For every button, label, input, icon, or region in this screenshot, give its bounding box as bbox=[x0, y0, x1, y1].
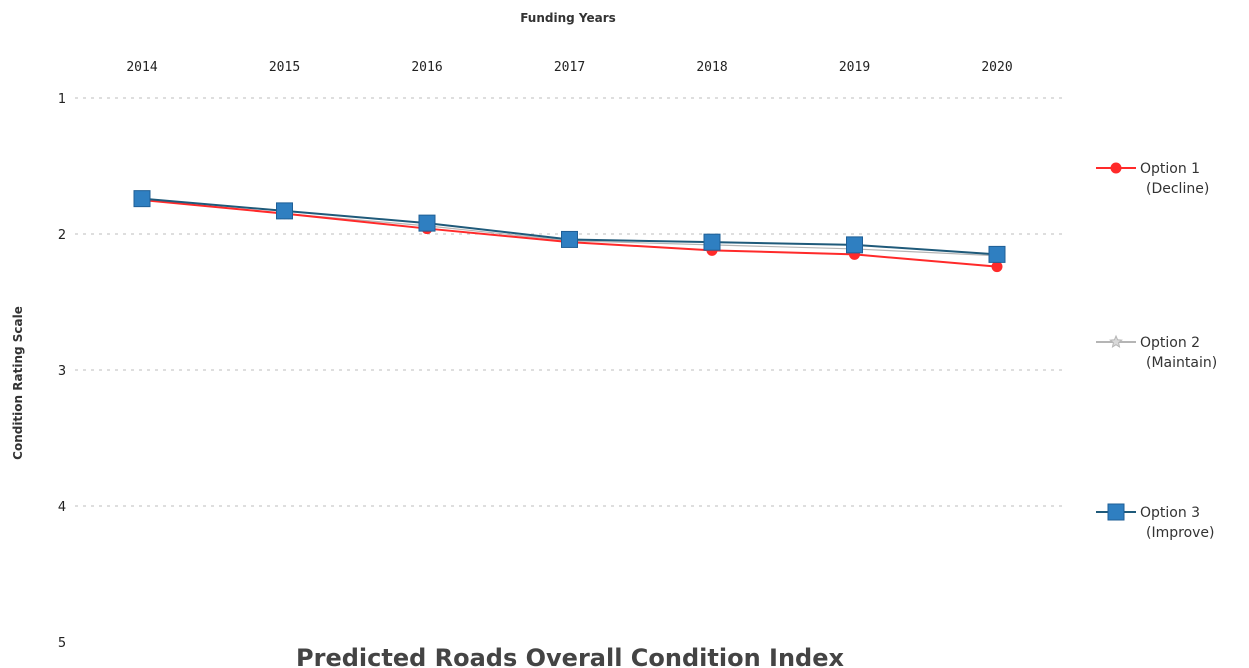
x-tick-label: 2014 bbox=[126, 60, 157, 75]
grid-layer bbox=[75, 97, 1065, 507]
data-point bbox=[418, 214, 436, 232]
x-tick-label: 2016 bbox=[411, 60, 442, 75]
data-point bbox=[133, 190, 151, 208]
y-axis-title: Condition Rating Scale bbox=[11, 306, 25, 460]
legend-label: Option 2 bbox=[1140, 335, 1200, 351]
legend-label: Option 1 bbox=[1140, 161, 1200, 177]
data-point bbox=[991, 261, 1003, 273]
legend-marker bbox=[1109, 334, 1123, 348]
tick-layer: 1 2 3 4 5 2014 2015 2016 2017 2018 2019 2020 bbox=[58, 60, 1013, 651]
data-point bbox=[276, 202, 293, 220]
legend-item-1: Option 1 (Decline) bbox=[1096, 161, 1209, 197]
legend-item-3: Option 3 (Improve) bbox=[1096, 503, 1215, 541]
x-tick-label: 2020 bbox=[981, 60, 1012, 75]
x-tick-label: 2019 bbox=[839, 60, 870, 75]
legend-label: Option 3 bbox=[1140, 505, 1200, 521]
legend-item-2: Option 2 (Maintain) bbox=[1096, 334, 1217, 371]
x-axis-title: Funding Years bbox=[520, 11, 616, 25]
data-point bbox=[846, 236, 863, 254]
x-tick-label: 2015 bbox=[269, 60, 300, 75]
chart-title: Predicted Roads Overall Condition Index bbox=[296, 644, 844, 668]
legend: Option 1(Decline)Option 2(Maintain)Optio… bbox=[1096, 161, 1217, 541]
series-2 bbox=[135, 192, 1004, 262]
y-tick-label: 5 bbox=[58, 636, 66, 651]
x-tick-label: 2018 bbox=[696, 60, 727, 75]
data-point bbox=[561, 230, 578, 248]
y-tick-label: 3 bbox=[58, 364, 66, 379]
legend-marker bbox=[1110, 162, 1122, 174]
data-point bbox=[703, 233, 721, 251]
y-tick-label: 4 bbox=[58, 500, 66, 515]
legend-sublabel: (Maintain) bbox=[1146, 355, 1217, 371]
legend-marker bbox=[1107, 503, 1125, 521]
data-point bbox=[988, 245, 1006, 263]
y-tick-label: 2 bbox=[58, 228, 66, 243]
x-tick-label: 2017 bbox=[554, 60, 585, 75]
legend-sublabel: (Decline) bbox=[1146, 181, 1209, 197]
series-3 bbox=[133, 190, 1006, 263]
legend-sublabel: (Improve) bbox=[1146, 525, 1215, 541]
y-tick-label: 1 bbox=[58, 92, 66, 107]
series-layer bbox=[133, 190, 1006, 273]
